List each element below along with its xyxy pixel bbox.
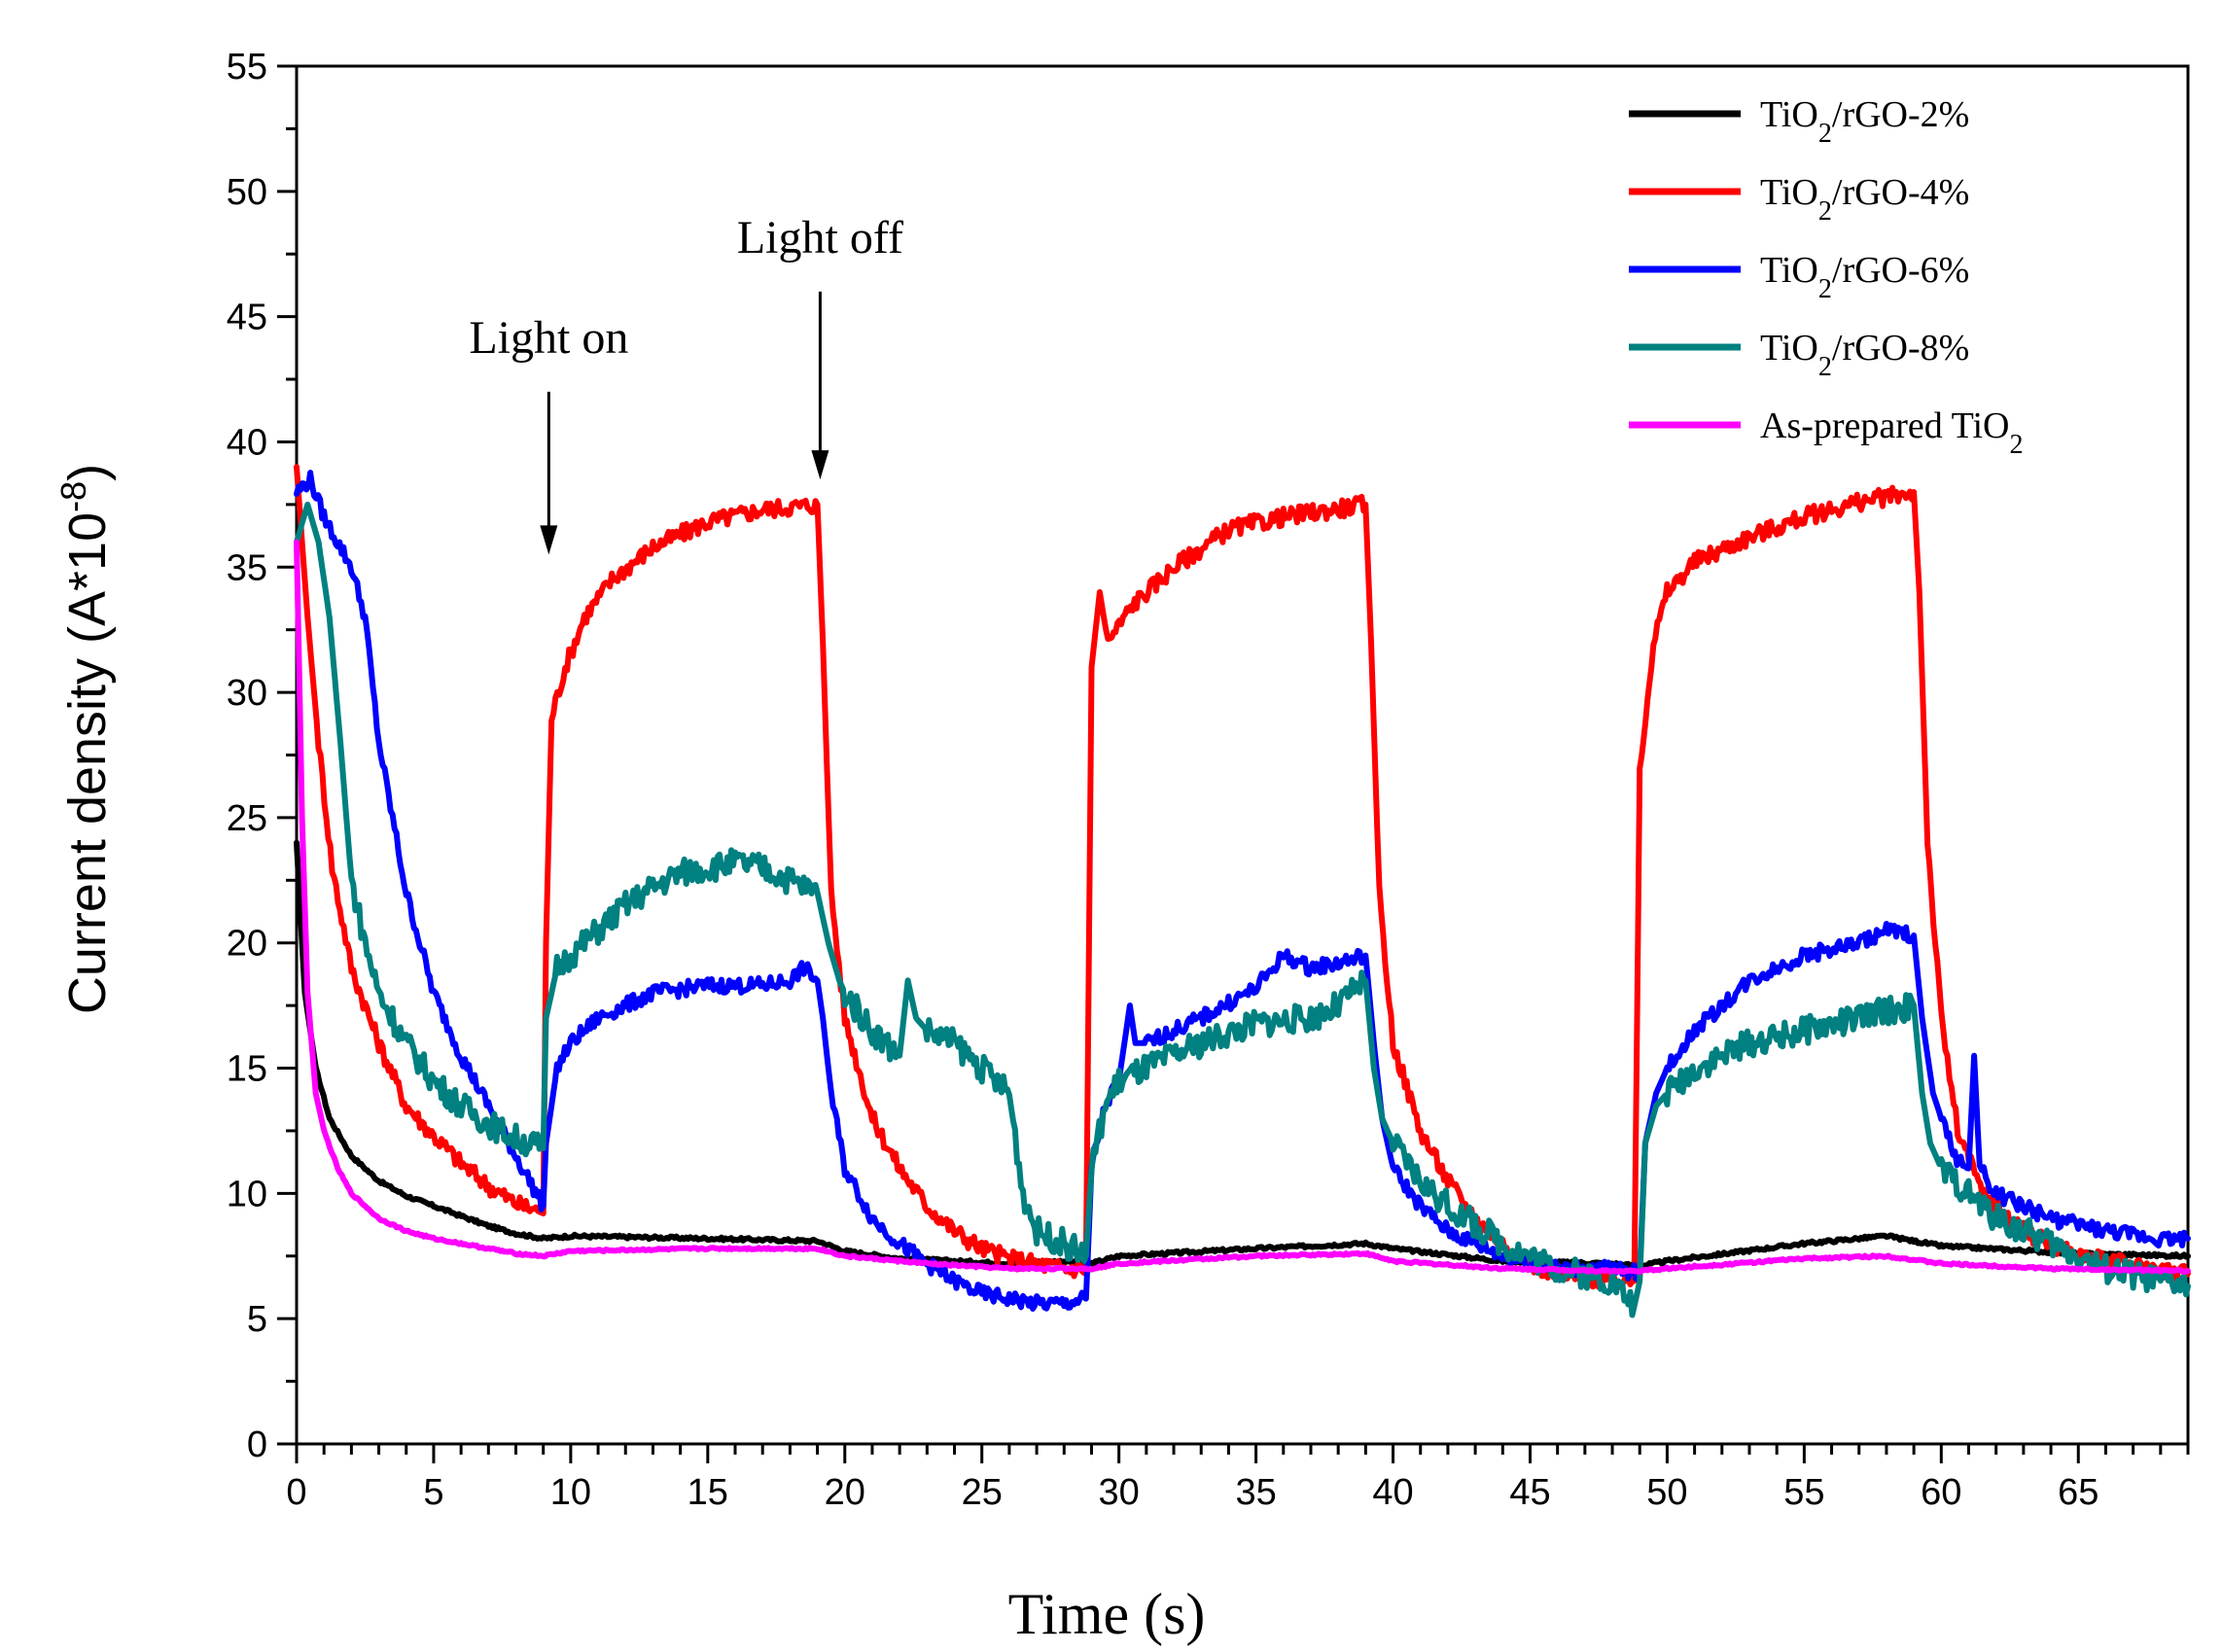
x-tick-label: 10 (550, 1472, 591, 1513)
legend: TiO2/rGO-2%TiO2/rGO-4%TiO2/rGO-6%TiO2/rG… (1629, 94, 2023, 460)
series-line-4 (294, 501, 2191, 1318)
legend-label: As-prepared TiO2 (1760, 405, 2023, 460)
x-tick-label: 60 (1921, 1472, 1961, 1513)
y-tick-label: 50 (227, 172, 267, 213)
x-tick-label: 5 (423, 1472, 443, 1513)
legend-label: TiO2/rGO-2% (1760, 94, 1969, 149)
legend-label-subscript: 2 (1818, 352, 1832, 382)
x-tick-label: 40 (1372, 1472, 1413, 1513)
legend-label-subscript: 2 (1818, 119, 1832, 149)
x-tick-label: 0 (286, 1472, 306, 1513)
y-tick-label: 25 (227, 798, 267, 839)
annotation-arrowhead (540, 525, 558, 555)
y-tick-label: 20 (227, 924, 267, 965)
legend-label: TiO2/rGO-6% (1760, 250, 1969, 304)
legend-label-rest: /rGO-2% (1832, 94, 1969, 135)
y-tick-label: 10 (227, 1174, 267, 1214)
x-tick-label: 50 (1646, 1472, 1687, 1513)
legend-label-main: TiO (1760, 250, 1818, 291)
y-tick-label: 15 (227, 1049, 267, 1090)
x-tick-label: 35 (1235, 1472, 1276, 1513)
x-tick-label: 15 (688, 1472, 728, 1513)
legend-label-subscript: 2 (1818, 274, 1832, 304)
legend-label-main: As-prepared TiO (1760, 405, 2009, 446)
legend-label-rest: /rGO-6% (1832, 250, 1969, 291)
y-axis-title: Current density (A*10-8) (53, 464, 118, 1014)
series-line-1 (294, 839, 2191, 1270)
legend-label-rest: /rGO-8% (1832, 328, 1969, 369)
x-tick-label: 20 (825, 1472, 865, 1513)
y-axis-title-main: Current density (A*10 (58, 512, 117, 1014)
y-tick-label: 5 (247, 1299, 267, 1340)
legend-label-rest: /rGO-4% (1832, 172, 1969, 213)
annotation-label: Light on (469, 312, 628, 364)
legend-label-main: TiO (1760, 172, 1818, 213)
x-tick-label: 30 (1099, 1472, 1140, 1513)
y-tick-label: 0 (247, 1424, 267, 1465)
series-line-5 (294, 539, 2191, 1276)
series-line-2 (294, 464, 2191, 1290)
x-tick-label: 55 (1783, 1472, 1824, 1513)
annotation-layer: Light on Light off (469, 212, 903, 555)
y-tick-label: 55 (227, 47, 267, 88)
series-line-3 (294, 470, 2191, 1312)
legend-label: TiO2/rGO-4% (1760, 172, 1969, 227)
series-layer (294, 464, 2191, 1318)
y-axis-title-exponent: -8 (53, 481, 93, 512)
y-tick-label: 30 (227, 673, 267, 714)
legend-label-subscript: 2 (1818, 196, 1832, 227)
legend-label-main: TiO (1760, 94, 1818, 135)
x-tick-label: 25 (962, 1472, 1003, 1513)
annotation-label: Light off (737, 212, 903, 264)
y-tick-label: 45 (227, 298, 267, 338)
axes-layer: 0 5 10 15 20 25 30 35 40 45 50 55 60 65 0 5 10 15 20 25 30 35… (227, 47, 2190, 1513)
y-tick-label: 40 (227, 422, 267, 463)
x-tick-label: 45 (1509, 1472, 1550, 1513)
legend-label-main: TiO (1760, 328, 1818, 369)
x-tick-label: 65 (2058, 1472, 2099, 1513)
x-axis-title: Time (s) (1008, 1582, 1206, 1646)
annotation-arrowhead (811, 450, 829, 480)
y-tick-label: 35 (227, 547, 267, 588)
legend-label-subscript: 2 (2009, 430, 2023, 460)
y-axis-title-close: ) (58, 464, 117, 481)
legend-label: TiO2/rGO-8% (1760, 328, 1969, 382)
